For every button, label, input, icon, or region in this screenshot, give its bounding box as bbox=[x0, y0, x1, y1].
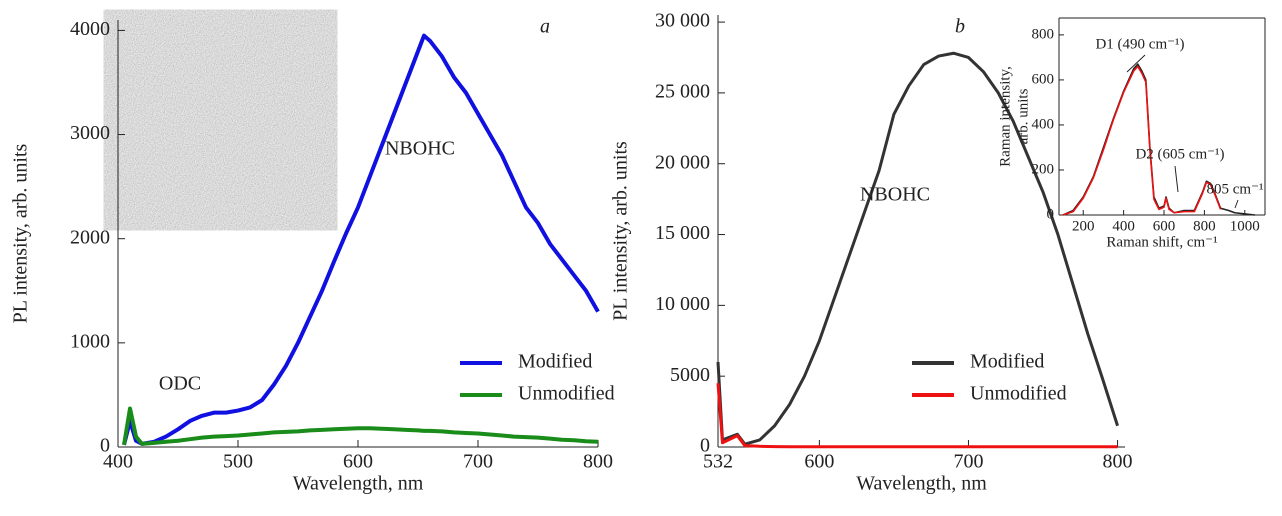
x-tick-label: 400 bbox=[103, 451, 133, 473]
panel-label: a bbox=[540, 16, 550, 38]
y-tick-label: 25 000 bbox=[655, 80, 710, 102]
x-axis-label: Raman shift, cm⁻¹ bbox=[1106, 234, 1217, 250]
y-tick-label: 400 bbox=[1032, 116, 1055, 132]
panel-label: b bbox=[955, 16, 965, 38]
y-tick-label: 3000 bbox=[70, 122, 110, 144]
series-line bbox=[122, 33, 600, 446]
y-axis-label: PL intensity, arb. units bbox=[610, 141, 632, 321]
x-tick-label: 700 bbox=[953, 451, 983, 473]
y-tick-label: 30 000 bbox=[655, 10, 710, 32]
x-axis-label: Wavelength, nm bbox=[293, 473, 424, 495]
annotation: 805 cm⁻¹ bbox=[1207, 181, 1264, 197]
series-line bbox=[1062, 65, 1222, 216]
legend-label: Modified bbox=[518, 351, 592, 373]
annotation: NBOHC bbox=[385, 138, 455, 160]
y-tick-label: 10 000 bbox=[655, 293, 710, 315]
y-tick-label: 0 bbox=[1047, 206, 1055, 222]
y-tick-label: 1000 bbox=[70, 330, 110, 352]
x-axis-label: Wavelength, nm bbox=[856, 473, 987, 495]
y-tick-label: 5000 bbox=[670, 364, 710, 386]
legend-label: Unmodified bbox=[518, 383, 615, 405]
x-tick-label: 700 bbox=[463, 451, 493, 473]
y-axis-label: PL intensity, arb. units bbox=[10, 143, 32, 323]
y-tick-label: 0 bbox=[700, 435, 710, 457]
annotation: NBOHC bbox=[860, 184, 930, 206]
y-axis-label: arb. units bbox=[1015, 88, 1031, 144]
annotation: D2 (605 cm⁻¹) bbox=[1135, 146, 1224, 162]
x-tick-label: 600 bbox=[343, 451, 373, 473]
arrow bbox=[1234, 199, 1239, 209]
legend-label: Modified bbox=[970, 351, 1044, 373]
y-tick-label: 15 000 bbox=[655, 222, 710, 244]
legend-label: Unmodified bbox=[970, 383, 1067, 405]
y-tick-label: 2000 bbox=[70, 226, 110, 248]
y-tick-label: 0 bbox=[100, 435, 110, 457]
inset-photo bbox=[123, 28, 318, 212]
x-tick-label: 800 bbox=[1193, 218, 1216, 234]
y-axis-label: Raman intensity, bbox=[997, 66, 1013, 167]
x-tick-label: 400 bbox=[1112, 218, 1135, 234]
annotation: ODC bbox=[159, 373, 201, 395]
series-line bbox=[122, 406, 599, 446]
y-tick-label: 4000 bbox=[70, 18, 110, 40]
arrow bbox=[1126, 54, 1146, 73]
x-tick-label: 532 bbox=[703, 451, 733, 473]
x-tick-label: 600 bbox=[804, 451, 834, 473]
y-tick-label: 800 bbox=[1032, 26, 1055, 42]
y-tick-label: 200 bbox=[1032, 161, 1055, 177]
x-tick-label: 800 bbox=[583, 451, 613, 473]
arrow bbox=[1174, 165, 1179, 193]
series-line bbox=[716, 51, 1119, 446]
x-tick-label: 500 bbox=[223, 451, 253, 473]
x-tick-label: 800 bbox=[1103, 451, 1133, 473]
x-tick-label: 600 bbox=[1153, 218, 1176, 234]
series-line bbox=[716, 383, 1118, 449]
x-tick-label: 200 bbox=[1072, 218, 1095, 234]
y-tick-label: 20 000 bbox=[655, 151, 710, 173]
annotation: D1 (490 cm⁻¹) bbox=[1095, 36, 1184, 52]
x-tick-label: 1000 bbox=[1230, 218, 1260, 234]
y-tick-label: 600 bbox=[1032, 71, 1055, 87]
